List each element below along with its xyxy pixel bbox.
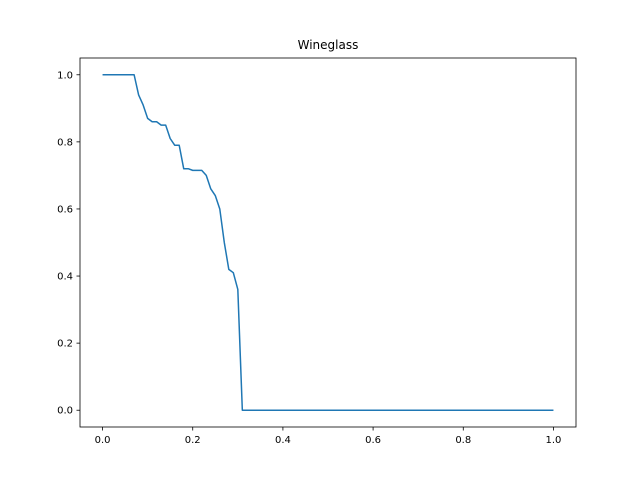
x-tick-label: 1.0 xyxy=(546,435,562,446)
x-tick-label: 0.6 xyxy=(365,435,381,446)
series-line xyxy=(102,74,554,411)
y-tick-label: 0.8 xyxy=(57,137,73,148)
y-tick-label: 0.0 xyxy=(57,406,73,417)
x-tick-label: 0.4 xyxy=(275,435,291,446)
x-tick-label: 0.2 xyxy=(185,435,201,446)
y-tick-label: 0.2 xyxy=(57,339,73,350)
x-tick-label: 0.0 xyxy=(95,435,111,446)
y-tick-label: 1.0 xyxy=(57,70,73,81)
y-tick-label: 0.4 xyxy=(57,272,73,283)
y-tick-label: 0.6 xyxy=(57,204,73,215)
x-tick-label: 0.8 xyxy=(455,435,471,446)
plot-area: 0.0 0.2 0.4 0.6 0.8 1.0 0.0 0.2 0.4 0.6 0.8 1.0 xyxy=(57,57,577,446)
chart-title: Wineglass xyxy=(298,38,359,52)
axes-frame xyxy=(79,57,577,428)
